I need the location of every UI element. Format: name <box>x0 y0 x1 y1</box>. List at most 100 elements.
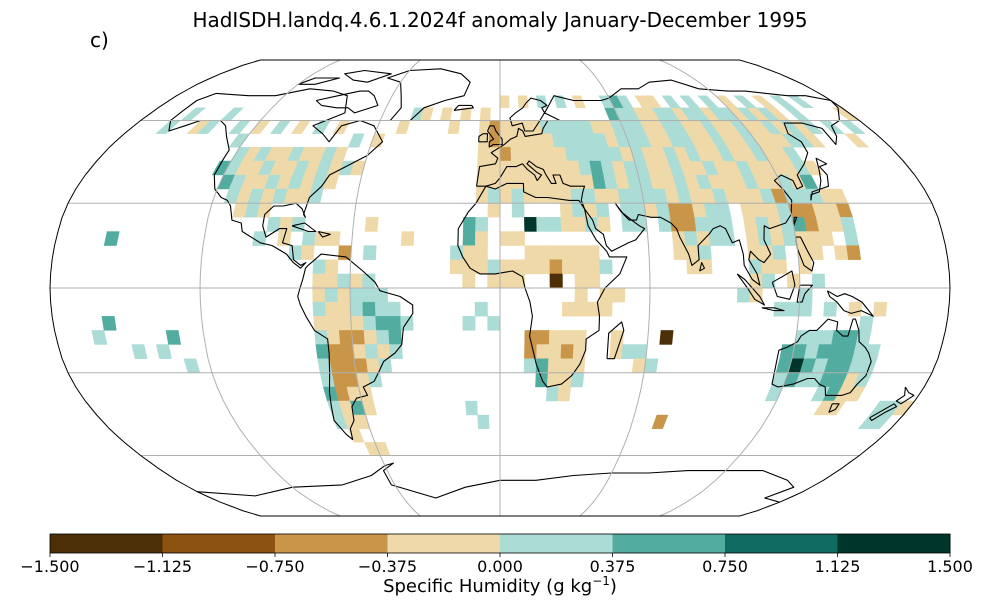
grid-cell <box>586 245 600 260</box>
grid-cell <box>350 316 365 331</box>
grid-cell <box>375 316 389 331</box>
grid-cell <box>488 160 501 176</box>
grid-cell <box>349 287 363 303</box>
grid-cell <box>686 259 700 275</box>
grid-cell <box>559 203 574 218</box>
grid-cell <box>823 301 838 317</box>
coastline <box>487 125 503 148</box>
grid-cell <box>474 301 488 317</box>
grid-cell <box>487 203 501 218</box>
grid-cell <box>574 245 588 260</box>
coastline <box>793 216 798 226</box>
grid-cell <box>536 217 550 232</box>
grid-cell <box>545 386 560 402</box>
grid-cell <box>732 95 757 108</box>
grid-cell <box>327 344 343 359</box>
grid-cell <box>595 203 610 218</box>
colorbar-swatch <box>500 534 613 553</box>
grid-cell <box>329 358 345 373</box>
grid-cell <box>534 174 548 190</box>
grid-cell <box>337 316 352 331</box>
coastline <box>291 222 317 233</box>
grid-cell <box>572 217 587 232</box>
grid-cell <box>477 414 490 429</box>
grid-cell <box>524 259 538 275</box>
grid-cell <box>651 414 669 429</box>
grid-cell <box>252 231 267 246</box>
coastline <box>478 133 489 143</box>
grid-cell <box>612 287 626 303</box>
coastline <box>796 284 813 303</box>
grid-cell <box>548 217 562 232</box>
grid-cell <box>673 245 687 260</box>
grid-cell <box>547 358 562 373</box>
grid-cell <box>784 107 811 121</box>
coastline <box>344 69 392 83</box>
grid-cell <box>846 245 862 260</box>
grid-cell <box>599 301 613 317</box>
colorbar-tick-label: 0.375 <box>589 557 636 576</box>
grid-cell <box>619 203 635 218</box>
grid-cell <box>544 160 558 176</box>
grid-cell <box>462 316 476 331</box>
grid-cell <box>549 273 563 289</box>
colorbar-tick-label: −1.125 <box>132 557 193 576</box>
coastline <box>771 270 796 300</box>
grid-cell <box>574 301 588 317</box>
grid-cell <box>798 301 813 317</box>
grid-cell <box>781 147 803 162</box>
grid-cell <box>574 273 588 289</box>
grid-cell <box>769 231 785 246</box>
colorbar <box>49 533 951 557</box>
grid-cell <box>785 301 800 317</box>
coastline <box>761 307 785 312</box>
colorbar-label-close: ) <box>609 576 617 597</box>
grid-cell <box>745 231 761 246</box>
grid-cell <box>324 259 339 275</box>
grid-cell <box>605 188 621 204</box>
grid-cell <box>574 287 588 303</box>
coastline <box>457 182 628 388</box>
coastline <box>869 403 898 422</box>
grid-cell <box>376 344 391 359</box>
grid-cell <box>535 358 549 373</box>
grid-cell <box>599 259 613 275</box>
coastline <box>317 230 331 238</box>
grid-cell <box>848 301 863 317</box>
grid-cell <box>568 174 583 190</box>
grid-cell <box>324 301 339 317</box>
grid-cell <box>364 217 379 232</box>
grid-cell <box>301 231 317 246</box>
grid-cell <box>633 344 648 359</box>
grid-cell <box>561 245 575 260</box>
grid-cell <box>363 330 378 345</box>
grid-cell <box>326 330 341 345</box>
colorbar-tick-label: −1.500 <box>20 557 80 576</box>
grid-cell <box>546 188 561 204</box>
grid-cell <box>249 120 271 134</box>
grid-cell <box>523 188 537 204</box>
grid-cell <box>313 316 328 331</box>
coastline <box>453 104 474 111</box>
grid-cell <box>708 231 724 246</box>
coastline <box>771 318 872 396</box>
grid-cell <box>449 259 463 275</box>
grid-cell <box>594 188 609 204</box>
grid-cell <box>362 245 377 260</box>
grid-cell <box>349 301 364 317</box>
grid-cell <box>374 287 388 303</box>
grid-cell <box>499 95 510 108</box>
grid-cell <box>802 160 823 176</box>
colorbar-swatch <box>837 534 951 553</box>
grid-cell <box>388 330 403 345</box>
grid-cell <box>831 107 861 121</box>
grid-cell <box>462 217 476 232</box>
grid-cell <box>499 231 513 246</box>
coastline <box>606 321 625 360</box>
grid-cell <box>524 245 538 260</box>
grid-cell <box>376 330 390 345</box>
grid-cell <box>387 301 401 317</box>
grid-cell <box>462 245 476 260</box>
grid-cell <box>300 245 315 260</box>
grid-cell <box>561 259 576 275</box>
